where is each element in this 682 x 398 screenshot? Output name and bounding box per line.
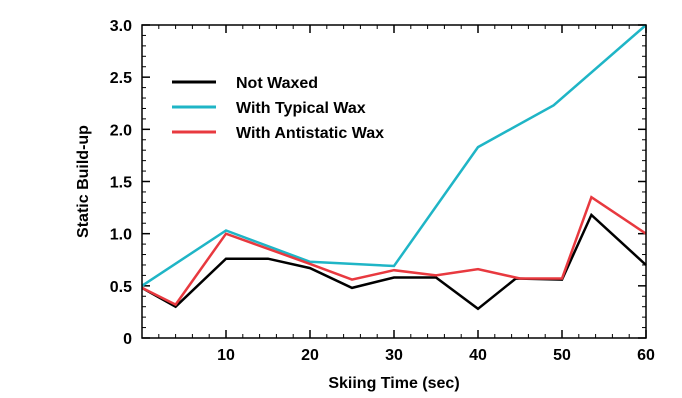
series-lines: [141, 24, 647, 311]
major-ticks: [142, 24, 647, 339]
plot-frame: [141, 24, 647, 339]
legend: Not Waxed With Typical Wax With Antistatic…: [172, 75, 384, 142]
y-tick-label: 2.5: [110, 70, 132, 87]
y-tick-label: 0.5: [110, 279, 132, 296]
x-tick-labels: 10 20 30 40 50 60: [217, 347, 655, 364]
x-tick-label: 10: [217, 347, 235, 364]
x-tick-label: 20: [301, 347, 319, 364]
y-tick-label: 0: [123, 331, 132, 348]
y-tick-label: 3.0: [110, 18, 132, 35]
legend-label-with-antistatic-wax: With Antistatic Wax: [236, 125, 384, 142]
minor-ticks: [142, 25, 646, 338]
y-tick-label: 1.0: [110, 227, 132, 244]
series-line-not-waxed: [141, 212, 647, 311]
legend-label-not-waxed: Not Waxed: [236, 75, 318, 92]
x-tick-label: 40: [469, 347, 487, 364]
y-axis-title: Static Build-up: [75, 125, 92, 238]
legend-label-with-typical-wax: With Typical Wax: [236, 100, 366, 117]
x-axis-title: Skiing Time (sec): [328, 375, 459, 392]
x-tick-label: 30: [385, 347, 403, 364]
y-tick-label: 1.5: [110, 175, 132, 192]
x-tick-label: 60: [637, 347, 655, 364]
y-tick-label: 2.0: [110, 122, 132, 139]
y-tick-labels: 0 0.5 1.0 1.5 2.0 2.5 3.0: [110, 18, 132, 348]
x-tick-label: 50: [553, 347, 571, 364]
series-line-with-typical-wax: [141, 24, 647, 287]
series-line-with-antistatic-wax: [141, 195, 647, 307]
